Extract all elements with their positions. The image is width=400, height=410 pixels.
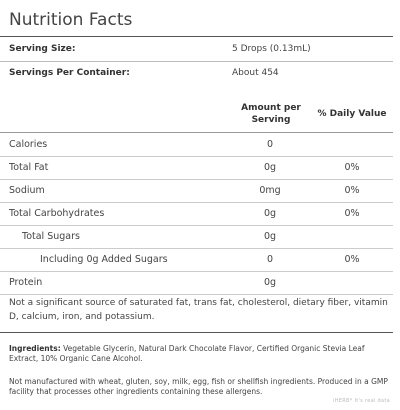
nutrient-daily-value: 0% bbox=[344, 254, 360, 265]
footnote-divider bbox=[0, 332, 393, 333]
servings-per-container-label: Servings Per Container: bbox=[9, 68, 130, 78]
ingredients: Ingredients: Vegetable Glycerin, Natural… bbox=[9, 344, 389, 364]
row-divider bbox=[0, 202, 393, 203]
ingredients-label: Ingredients: bbox=[9, 344, 61, 353]
ingredients-text: Vegetable Glycerin, Natural Dark Chocola… bbox=[9, 344, 365, 363]
nutrient-amount: 0 bbox=[266, 139, 274, 150]
nutrient-daily-value: 0% bbox=[344, 162, 360, 173]
nutrient-name: Total Carbohydrates bbox=[9, 208, 105, 219]
nutrient-name: Including 0g Added Sugars bbox=[40, 254, 168, 265]
serving-size-row: Serving Size: 5 Drops (0.13mL) bbox=[0, 37, 393, 61]
nutrient-name: Total Fat bbox=[9, 162, 49, 173]
nutrient-amount: 0g bbox=[263, 231, 277, 242]
allergen-statement: Not manufactured with wheat, gluten, soy… bbox=[9, 377, 388, 396]
row-divider bbox=[0, 179, 393, 180]
nutrient-name: Calories bbox=[9, 139, 48, 150]
nutrient-row-added-sugars: Including 0g Added Sugars 0 0% bbox=[0, 248, 393, 271]
nutrient-name: Sodium bbox=[9, 185, 45, 196]
nutrient-daily-value: 0% bbox=[344, 208, 360, 219]
nutrient-daily-value: 0% bbox=[344, 185, 360, 196]
servings-per-container-value: About 454 bbox=[232, 68, 279, 78]
nutrient-row-total-fat: Total Fat 0g 0% bbox=[0, 156, 393, 179]
daily-value-header: % Daily Value bbox=[317, 109, 387, 119]
nutrient-name: Total Sugars bbox=[22, 231, 80, 242]
footnote: Not a significant source of saturated fa… bbox=[9, 298, 388, 322]
nutrient-amount: 0g bbox=[263, 277, 277, 288]
row-divider bbox=[0, 248, 393, 249]
serving-size-value: 5 Drops (0.13mL) bbox=[232, 44, 311, 54]
nutrient-amount: 0mg bbox=[259, 185, 281, 196]
row-divider bbox=[0, 225, 393, 226]
nutrient-name: Protein bbox=[9, 277, 43, 288]
row-divider bbox=[0, 294, 393, 295]
nutrition-facts-title: Nutrition Facts bbox=[9, 10, 133, 30]
nutrient-row-sodium: Sodium 0mg 0% bbox=[0, 179, 393, 202]
amount-per-serving-header: Amount per Serving bbox=[241, 103, 301, 125]
header-divider bbox=[0, 132, 393, 133]
serving-size-label: Serving Size: bbox=[9, 44, 76, 54]
servings-per-container-row: Servings Per Container: About 454 bbox=[0, 61, 393, 85]
nutrient-amount: 0 bbox=[266, 254, 274, 265]
divider bbox=[0, 61, 393, 62]
nutrient-row-protein: Protein 0g bbox=[0, 271, 393, 294]
nutrient-amount: 0g bbox=[263, 208, 277, 219]
row-divider bbox=[0, 271, 393, 272]
row-divider bbox=[0, 156, 393, 157]
nutrient-row-total-sugars: Total Sugars 0g bbox=[0, 225, 393, 248]
nutrient-row-total-carbohydrates: Total Carbohydrates 0g 0% bbox=[0, 202, 393, 225]
nutrient-row-calories: Calories 0 bbox=[0, 133, 393, 156]
title-divider bbox=[0, 36, 393, 37]
watermark: iHERB* It's real data bbox=[333, 398, 390, 404]
nutrient-amount: 0g bbox=[263, 162, 277, 173]
